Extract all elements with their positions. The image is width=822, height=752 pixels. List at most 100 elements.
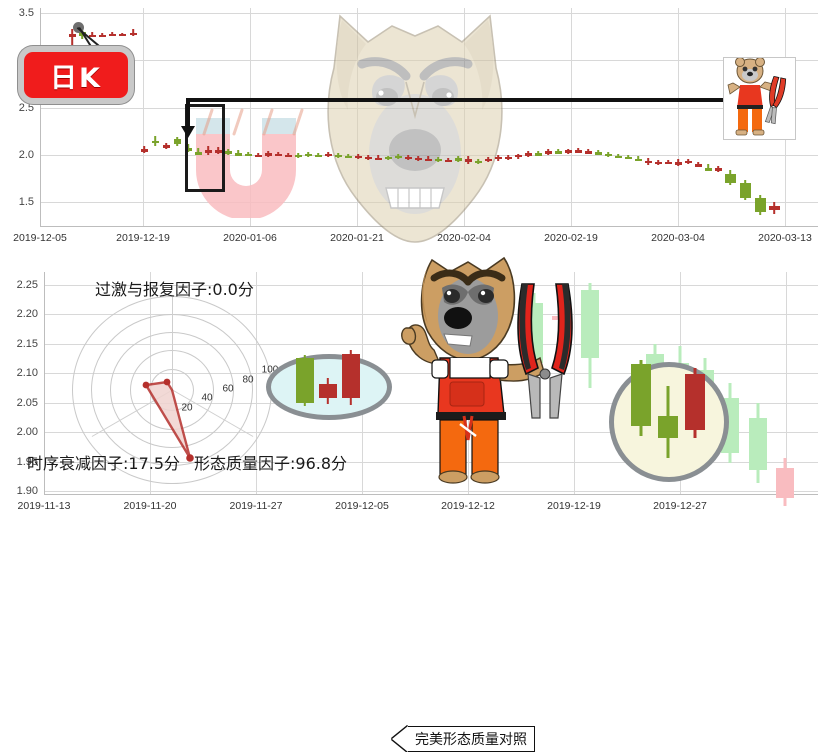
candle-body <box>274 153 282 157</box>
x-tick-label: 2020-02-19 <box>544 232 598 244</box>
matched-pattern-highlight[interactable] <box>609 362 729 482</box>
candle-body <box>424 158 432 162</box>
ghost-candle <box>552 306 570 363</box>
candle-body <box>584 151 592 154</box>
candle <box>514 153 522 159</box>
x-tick-label: 2019-11-20 <box>123 500 177 512</box>
candle-body <box>524 153 532 156</box>
radar-label-80: 80 <box>242 374 254 386</box>
candle <box>234 150 242 156</box>
reference-pattern-highlight[interactable] <box>266 354 392 420</box>
x-tick-label: 2020-01-21 <box>330 232 384 244</box>
candle <box>694 162 702 167</box>
mascot-thumbnail-frame[interactable] <box>723 57 796 140</box>
candle-body <box>184 148 192 151</box>
ghost-candle <box>749 403 767 483</box>
candle-body <box>194 152 202 155</box>
x-tick-label: 2019-12-19 <box>116 232 170 244</box>
radar-label-20: 20 <box>181 402 193 414</box>
candle-body <box>414 157 422 161</box>
candle-wick <box>377 154 379 160</box>
candle <box>98 32 106 38</box>
overreaction-factor-label: 过激与报复因子:0.0分 <box>95 280 254 299</box>
candle-body <box>684 160 692 164</box>
candle-body <box>364 156 372 160</box>
candle-body <box>214 150 222 153</box>
candle-body <box>324 153 332 157</box>
gridline-h <box>44 432 818 434</box>
candle-body <box>264 153 272 156</box>
candle-body <box>754 197 766 212</box>
candle <box>184 144 192 153</box>
candle-body <box>374 157 382 161</box>
candle <box>304 152 312 157</box>
x-axis-line <box>40 226 818 227</box>
candle <box>384 155 392 160</box>
day-k-badge[interactable]: 日K <box>24 52 128 98</box>
x-tick-label: 2019-12-19 <box>547 500 601 512</box>
candle <box>414 155 422 161</box>
y-tick-label: 2.0 <box>18 148 34 161</box>
candle <box>344 153 352 159</box>
candle-body <box>129 32 137 36</box>
matched-candle <box>631 360 651 436</box>
candle <box>654 159 662 166</box>
ghost-candle-body <box>776 468 794 498</box>
candle <box>224 149 232 155</box>
leader-line-vertical <box>186 100 190 132</box>
candle <box>454 155 462 163</box>
candle <box>614 153 622 159</box>
pattern-selection-box[interactable] <box>185 104 225 192</box>
pattern-callout[interactable]: 完美形态质量对照 <box>392 726 535 752</box>
candle-body <box>354 155 362 159</box>
candle-body <box>614 155 622 159</box>
candle <box>294 153 302 158</box>
candle <box>644 157 652 166</box>
candle <box>274 152 282 157</box>
candle-wick <box>707 164 709 172</box>
candle-body <box>631 364 651 426</box>
radar-spoke-0 <box>172 297 173 390</box>
candle <box>434 156 442 162</box>
x-tick-label: 2019-12-12 <box>441 500 495 512</box>
daily-k-plot-area[interactable] <box>40 8 818 226</box>
candle-body <box>88 34 96 38</box>
candle-body <box>173 138 181 144</box>
radar-label-40: 40 <box>201 392 213 404</box>
y-tick-label: 2.5 <box>18 101 34 114</box>
gridline-v <box>250 8 251 226</box>
candle-body <box>118 33 126 37</box>
candle-body <box>254 154 262 158</box>
candle <box>364 154 372 160</box>
candle <box>354 153 362 159</box>
candle <box>584 149 592 154</box>
candle-body <box>204 150 212 153</box>
y-tick-label: 2.00 <box>16 426 38 439</box>
candle-body <box>344 155 352 159</box>
ghost-candle-wick <box>559 306 563 363</box>
callout-arrow-icon <box>392 726 408 752</box>
x-axis-line <box>44 494 818 495</box>
gridline-h <box>44 461 818 463</box>
matched-candle <box>685 368 705 438</box>
candle-body <box>294 154 302 158</box>
candle <box>474 158 482 165</box>
candle <box>464 155 472 165</box>
candle-body <box>634 158 642 162</box>
candle <box>574 148 582 153</box>
candle <box>768 202 780 214</box>
candle <box>284 153 292 158</box>
candle <box>604 152 612 157</box>
x-tick-label: 2020-03-04 <box>651 232 705 244</box>
y-tick-label: 1.95 <box>16 455 38 468</box>
candle <box>374 154 382 161</box>
gridline-h <box>44 402 818 404</box>
candle <box>88 31 96 38</box>
gridline-v <box>468 272 469 494</box>
ghost-candle <box>581 283 599 388</box>
x-tick-label: 2019-12-27 <box>653 500 707 512</box>
candle-wick <box>427 155 429 161</box>
candle-wick <box>197 148 199 155</box>
candle-body <box>434 158 442 162</box>
candle-body <box>384 156 392 160</box>
